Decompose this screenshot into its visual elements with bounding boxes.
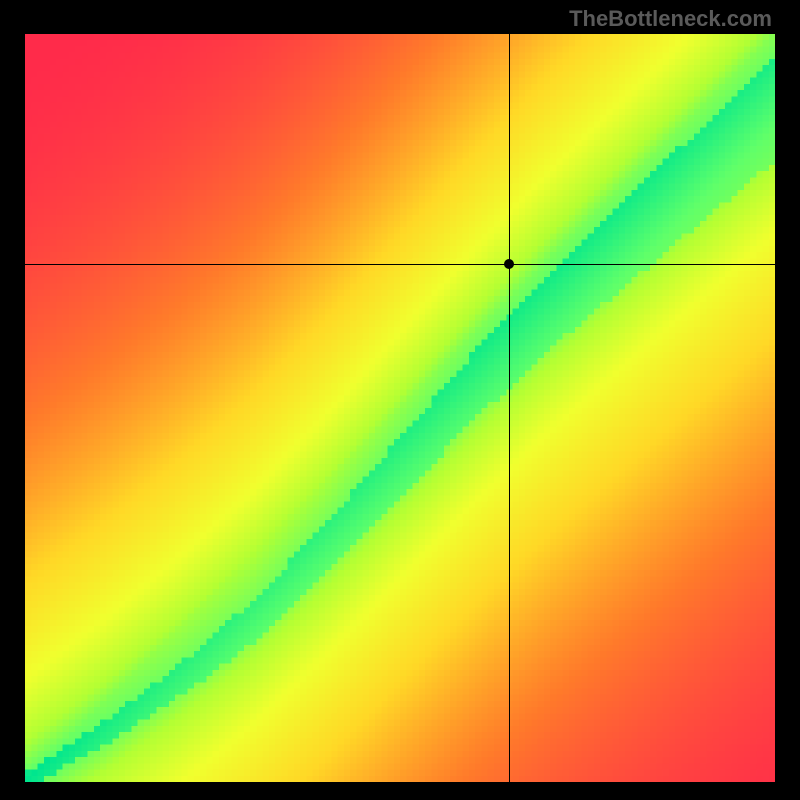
watermark-text: TheBottleneck.com [569, 6, 772, 32]
bottleneck-heatmap [25, 34, 775, 782]
crosshair-vertical [509, 34, 510, 782]
selection-marker [504, 259, 514, 269]
heatmap-canvas [25, 34, 775, 782]
crosshair-horizontal [25, 264, 775, 265]
